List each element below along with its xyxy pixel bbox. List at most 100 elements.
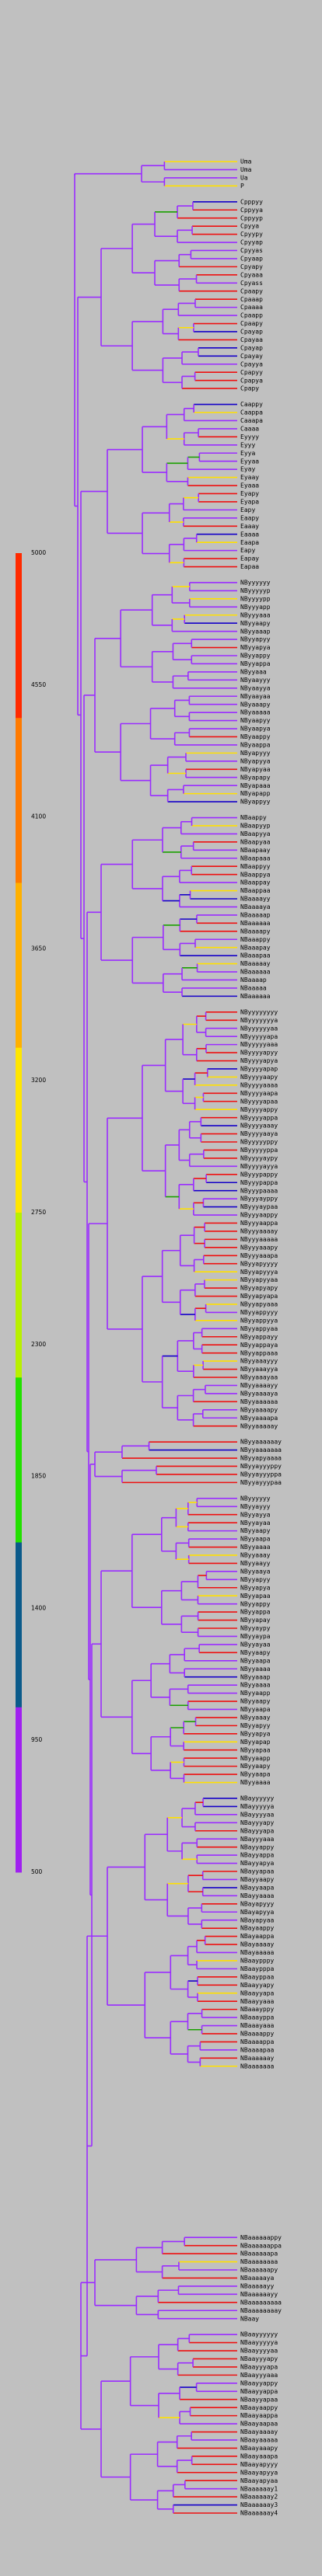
leaf-label: NByyaaaaya xyxy=(240,1390,278,1397)
leaf-label: P xyxy=(240,183,244,190)
leaf-label: NBaayaappy xyxy=(240,2404,278,2411)
leaf-label: NBaayyapaa xyxy=(240,2396,278,2403)
legend-band xyxy=(16,553,22,719)
leaf-label: Eyyyy xyxy=(240,433,259,440)
leaf-label: NByyaaaaay xyxy=(240,1422,278,1429)
legend-band xyxy=(16,882,22,1049)
leaf-label: NBaayyyapy xyxy=(240,2355,278,2362)
leaf-label: NByyyaappy xyxy=(240,1212,278,1219)
leaf-label: NBaayyyyya xyxy=(240,2339,278,2346)
leaf-label: NBayapyyy xyxy=(240,1900,275,1907)
leaf-label: Ua xyxy=(240,174,248,181)
legend-tick-label: 1400 xyxy=(31,1604,46,1611)
leaf-label: NByyyyyppy xyxy=(240,1139,278,1146)
leaf-label: Caaapa xyxy=(240,417,263,424)
leaf-label: Eapay xyxy=(240,555,259,562)
leaf-label: NByyyyapyy xyxy=(240,1050,278,1057)
leaf-label: NBaapyaa xyxy=(240,838,271,845)
leaf-label: NByyappaaa xyxy=(240,1349,278,1356)
leaf-label: NBaayaapaa xyxy=(240,2421,278,2428)
leaf-label: NByyaapp xyxy=(240,1755,271,1762)
leaf-label: Caappy xyxy=(240,401,263,408)
legend-band xyxy=(16,1707,22,1873)
leaf-label: NBaayyappy xyxy=(240,2379,278,2386)
leaf-label: NByaapya xyxy=(240,726,271,733)
leaf-label: Cpyyas xyxy=(240,247,263,254)
leaf-label: NByyapyyya xyxy=(240,1269,278,1276)
leaf-label: NBayyaaaa xyxy=(240,1892,275,1899)
leaf-label: Cppyya xyxy=(240,207,263,214)
leaf-label: NByyaaayya xyxy=(240,1366,278,1373)
leaf-label: NBaapaaa xyxy=(240,855,271,862)
leaf-label: Cpyaap xyxy=(240,256,263,263)
leaf-label: NBaappyy xyxy=(240,863,271,870)
leaf-label: NByyyyyyaa xyxy=(240,1025,278,1032)
leaf-label: NBaaaaaay xyxy=(240,2055,275,2062)
legend-tick-label: 950 xyxy=(31,1736,43,1743)
leaf-label: NBayyappy xyxy=(240,1843,275,1850)
leaf-label: NByaayya xyxy=(240,684,271,691)
leaf-label: NBaapaay xyxy=(240,847,271,854)
legend-band xyxy=(16,1047,22,1213)
leaf-label: NByyyyaaya xyxy=(240,1130,278,1137)
leaf-label: NBaayaaapy xyxy=(240,2445,278,2452)
leaf-label: NByyayaa xyxy=(240,1519,271,1526)
leaf-label: Caappa xyxy=(240,409,263,416)
legend-tick-label: 500 xyxy=(31,1868,43,1875)
leaf-label: NByyayyypaa xyxy=(240,1479,282,1486)
leaf-label: NByyaaay xyxy=(240,1714,271,1721)
leaf-label: Eapaa xyxy=(240,563,259,570)
leaf-label: NByyappayy xyxy=(240,1333,278,1340)
legend-tick-label: 4550 xyxy=(31,681,46,688)
leaf-label: NBaayaaapa xyxy=(240,2452,278,2459)
leaf-label: NByyyaaa xyxy=(240,611,271,618)
leaf-label: Cpayap xyxy=(240,329,263,336)
leaf-label: NByapaaa xyxy=(240,782,271,789)
leaf-label: Cpayaa xyxy=(240,336,263,343)
legend-tick-label: 4100 xyxy=(31,813,46,820)
leaf-label: NByyaapa xyxy=(240,1706,271,1713)
leaf-label: NBayyapaa xyxy=(240,1868,275,1875)
leaf-label: NBaappya xyxy=(240,871,271,878)
leaf-label: NByyyyyy xyxy=(240,580,271,587)
leaf-label: NByyyaaapa xyxy=(240,1252,278,1259)
leaf-label: Cpaapy xyxy=(240,287,263,294)
leaf-label: NByyyayppy xyxy=(240,1196,278,1203)
leaf-label: NByyyyaypy xyxy=(240,1154,278,1161)
leaf-label: NByyayyyppa xyxy=(240,1471,282,1478)
leaf-label: NBayyapya xyxy=(240,1860,275,1867)
leaf-label: NByyapyapa xyxy=(240,1293,278,1300)
leaf-label: NByyaaayyy xyxy=(240,1358,278,1365)
leaf-label: NByyyyyaaa xyxy=(240,1041,278,1048)
leaf-label: NBaaappy xyxy=(240,936,271,943)
leaf-label: NBayyyaaa xyxy=(240,1836,275,1843)
leaf-label: NBaaaayy xyxy=(240,896,271,903)
leaf-label: NBayaaaay xyxy=(240,1941,275,1948)
leaf-label: NBaaaaaay2 xyxy=(240,2494,278,2501)
leaf-label: NByyyyaapa xyxy=(240,1090,278,1097)
leaf-label: NBayyaapy xyxy=(240,1876,275,1883)
leaf-label: NByyyyaapy xyxy=(240,1074,278,1081)
leaf-label: NByapyyy xyxy=(240,750,271,757)
leaf-label: NBaaaaaaaay xyxy=(240,2307,282,2314)
leaf-label: NByyayyyppy xyxy=(240,1463,282,1470)
leaf-label: NBayyyapa xyxy=(240,1827,275,1834)
leaf-label: NByyyaypaa xyxy=(240,1203,278,1210)
leaf-label: NBaayyapa xyxy=(240,1989,275,1996)
leaf-label: Cpyass xyxy=(240,280,263,287)
leaf-label: NBaaayppy xyxy=(240,2006,275,2013)
leaf-label: Cpaapp xyxy=(240,312,263,319)
leaf-label: NBaay xyxy=(240,2315,259,2322)
leaf-label: NByyyyyppa xyxy=(240,1147,278,1154)
leaf-label: NByyapyy xyxy=(240,1576,271,1583)
leaf-label: NByyypaaaa xyxy=(240,1187,278,1194)
leaf-label: NByyypappa xyxy=(240,1179,278,1186)
leaf-label: Cpayay xyxy=(240,353,263,360)
leaf-label: NBayaaaaa xyxy=(240,1949,275,1956)
leaf-label: NBayaappy xyxy=(240,1925,275,1932)
leaf-label: NBaaayaaa xyxy=(240,2022,275,2029)
leaf-label: NBaaaapy xyxy=(240,928,271,935)
legend-band xyxy=(16,718,22,883)
leaf-label: NBaaaaaay3 xyxy=(240,2501,278,2508)
